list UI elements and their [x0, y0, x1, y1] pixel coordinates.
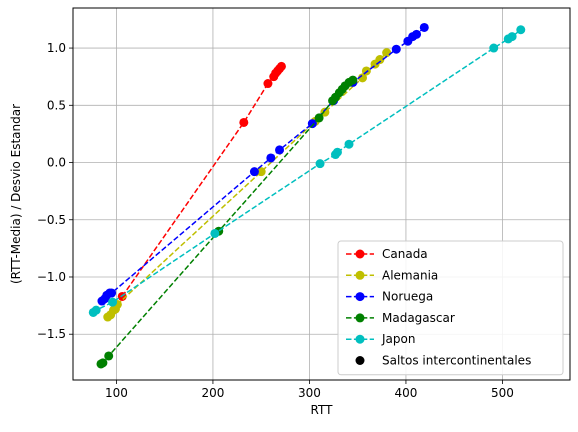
data-point — [108, 297, 118, 307]
x-tick-label: 500 — [491, 386, 514, 400]
data-point — [276, 61, 286, 71]
data-point — [263, 79, 273, 89]
data-point — [256, 167, 266, 177]
data-point — [275, 145, 285, 155]
y-tick-label: −1.5 — [37, 327, 66, 341]
legend-box — [337, 240, 564, 376]
legend-item: Alemania — [346, 268, 438, 282]
data-point — [375, 55, 385, 65]
legend-item: Saltos intercontinentales — [355, 354, 531, 368]
data-point — [307, 119, 317, 129]
data-point — [104, 351, 114, 361]
series-noruega — [97, 22, 429, 306]
plot-frame — [72, 7, 571, 381]
legend-label: Japon — [381, 332, 415, 346]
x-tick-label: 400 — [394, 386, 417, 400]
x-tick-label: 100 — [105, 386, 128, 400]
data-point — [314, 113, 324, 123]
legend-marker — [355, 270, 365, 280]
legend-item: Canada — [346, 247, 428, 261]
data-point — [91, 305, 101, 315]
y-tick-label: 0.5 — [47, 98, 66, 112]
legend-label: Canada — [382, 247, 428, 261]
legend-marker — [355, 313, 365, 323]
ticks: 100 200 300 400 500 −1.5 −1.0 −0.5 0.0 0.5 1.0 — [37, 41, 514, 400]
y-tick-label: −1.0 — [37, 270, 66, 284]
legend-marker — [355, 356, 365, 365]
legend-label: Saltos intercontinentales — [382, 354, 531, 368]
legend-marker — [355, 292, 365, 302]
y-tick-label: 0.0 — [47, 156, 66, 170]
series-madagascar — [96, 75, 358, 369]
data-point — [489, 43, 499, 53]
data-point — [382, 48, 392, 58]
y-axis-label: (RTT-Media) / Desvio Estandar — [9, 104, 23, 284]
data-point — [210, 228, 220, 238]
series-japon — [88, 25, 526, 317]
data-point — [391, 44, 401, 54]
legend-label: Madagascar — [382, 311, 455, 325]
data-point — [358, 73, 368, 83]
series-canada — [117, 61, 286, 301]
data-point — [516, 25, 526, 35]
data-point — [361, 66, 371, 76]
data-point — [332, 147, 342, 157]
x-tick-label: 200 — [201, 386, 224, 400]
x-axis-label: RTT — [311, 403, 334, 417]
series-line — [121, 65, 283, 297]
legend-item: Madagascar — [346, 311, 455, 325]
data-point — [412, 29, 422, 39]
x-tick-label: 300 — [298, 386, 321, 400]
data-point — [107, 288, 117, 298]
data-point — [239, 117, 249, 127]
data-point — [348, 75, 358, 85]
legend: Canada Alemania Noruega Madagascar Japon Salt… — [337, 240, 564, 376]
data-point — [315, 159, 325, 169]
legend-label: Noruega — [382, 290, 433, 304]
legend-item: Japon — [346, 332, 415, 346]
data-point — [266, 153, 276, 163]
data-point — [507, 32, 517, 42]
data-point — [98, 358, 108, 368]
data-point — [419, 22, 429, 32]
y-tick-label: 1.0 — [47, 41, 66, 55]
legend-item: Noruega — [346, 290, 433, 304]
data-point — [344, 139, 354, 149]
y-tick-label: −0.5 — [37, 213, 66, 227]
legend-label: Alemania — [382, 268, 438, 282]
data-point — [249, 167, 259, 177]
series-layer — [88, 22, 526, 369]
legend-marker — [355, 249, 365, 259]
legend-marker — [355, 334, 365, 344]
